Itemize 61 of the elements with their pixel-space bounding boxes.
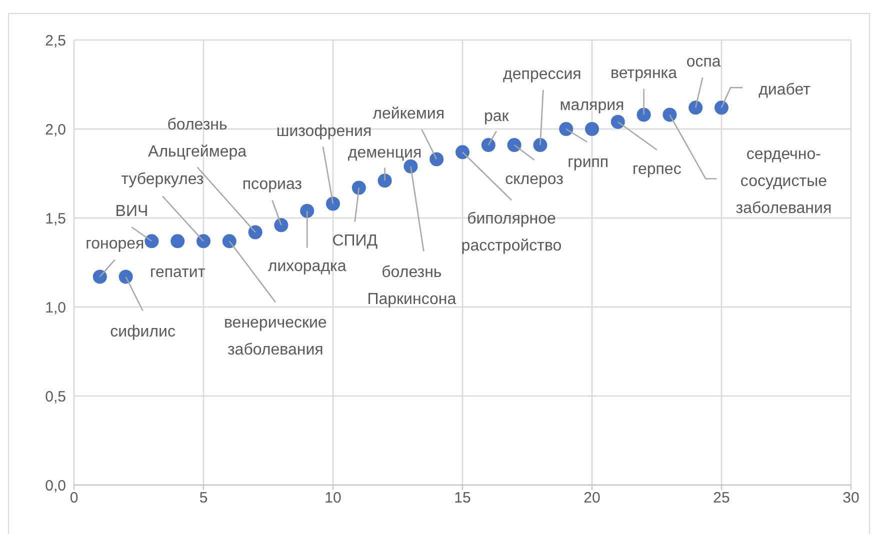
annotation: герпес [632, 160, 682, 178]
annotation: оспа [686, 53, 721, 70]
annotation: псориаз [242, 176, 302, 193]
x-tick-label: 10 [324, 490, 342, 507]
point [533, 138, 548, 152]
annotation: сифилис [110, 323, 176, 340]
annotation: гонорея [86, 235, 144, 252]
y-tick-label: 1,5 [45, 210, 66, 228]
annotation: деменция [348, 144, 422, 162]
annotation: лейкемия [372, 104, 445, 122]
point [352, 180, 366, 195]
annotation: сердечно-сосудистые заболевания [736, 145, 832, 216]
annotation: венерические заболевания [224, 314, 327, 358]
point [714, 100, 728, 115]
point [585, 122, 599, 136]
x-tick-label: 25 [713, 490, 730, 507]
point [248, 225, 262, 240]
y-tick-label: 1,0 [45, 299, 66, 316]
point [222, 234, 236, 248]
annotation: ветрянка [610, 64, 678, 82]
point [688, 100, 703, 115]
point [144, 234, 159, 248]
x-tick-label: 20 [584, 490, 600, 507]
point [507, 138, 522, 152]
point [92, 270, 107, 284]
point [274, 218, 288, 232]
y-tick-label: 2,5 [45, 32, 66, 50]
annotation: склероз [505, 170, 564, 188]
annotation: гепатит [150, 264, 206, 281]
annotation: депрессия [503, 66, 582, 83]
y-tick-label: 0,5 [45, 388, 66, 406]
point [170, 234, 185, 248]
point [481, 138, 496, 152]
point [559, 122, 574, 136]
point [430, 152, 444, 166]
annotation: малярия [560, 96, 624, 114]
annotation: рак [484, 108, 510, 125]
annotation: СПИД [332, 232, 378, 250]
annotation: лихорадка [268, 257, 346, 274]
annotation: туберкулез [121, 170, 204, 188]
point [378, 174, 392, 188]
point [326, 196, 340, 211]
point [610, 114, 625, 129]
point [456, 145, 470, 160]
y-tick-label: 0,0 [45, 477, 66, 494]
annotation: биполярное расстройство [461, 210, 562, 254]
point [300, 204, 314, 218]
annotation: болезнь Паркинсона [367, 263, 456, 308]
annotation: шизофрения [276, 122, 372, 140]
point [196, 234, 210, 248]
point [636, 108, 651, 122]
x-tick-label: 15 [454, 490, 471, 507]
point [662, 108, 677, 122]
y-tick-label: 2,0 [45, 121, 66, 138]
annotation: диабет [758, 81, 812, 98]
annotation: ВИЧ [115, 202, 148, 220]
annotation: грипп [568, 154, 609, 170]
x-tick-label: 30 [842, 490, 860, 507]
x-tick-label: 0 [70, 490, 78, 507]
x-tick-label: 5 [199, 490, 208, 507]
point [118, 270, 133, 284]
